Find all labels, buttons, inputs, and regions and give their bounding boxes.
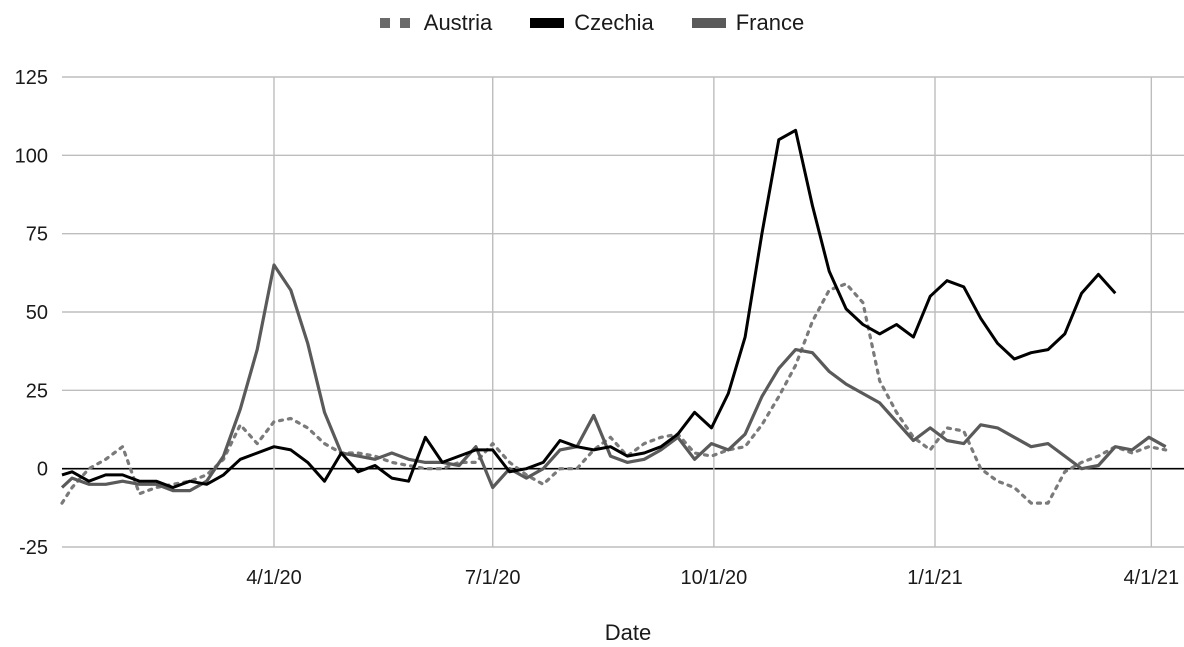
legend-item-france: France xyxy=(691,10,805,36)
x-axis-title: Date xyxy=(605,620,651,645)
x-tick-label: 10/1/20 xyxy=(680,567,747,589)
series-line-czechia xyxy=(61,128,1117,489)
legend: Austria Czechia France xyxy=(0,10,1184,36)
x-tick-label: 4/1/21 xyxy=(1124,567,1180,589)
y-tick-label: 25 xyxy=(26,380,48,402)
legend-item-czechia: Czechia xyxy=(530,10,654,36)
y-tick-label: 75 xyxy=(26,224,48,246)
axis-labels: -25 0 25 50 75 100 125 4/1/20 7/1/20 10/1/20 1/1/2… xyxy=(15,67,1180,589)
series-lines xyxy=(60,128,1168,505)
legend-label-czechia: Czechia xyxy=(574,10,654,35)
legend-swatch-france xyxy=(691,18,726,28)
x-tick-label: 7/1/20 xyxy=(465,567,521,589)
legend-label-france: France xyxy=(735,10,805,35)
y-tick-label: 50 xyxy=(26,302,48,324)
grid xyxy=(62,76,1184,548)
y-tick-label: 0 xyxy=(37,459,48,481)
y-tick-label: -25 xyxy=(19,537,48,559)
legend-swatch-austria xyxy=(379,18,414,28)
series-line-austria xyxy=(60,282,1168,505)
legend-label-austria: Austria xyxy=(423,10,493,35)
x-tick-label: 4/1/20 xyxy=(246,567,302,589)
y-tick-label: 100 xyxy=(15,145,48,167)
series-line-france xyxy=(60,263,1167,493)
legend-item-austria: Austria xyxy=(379,10,493,36)
x-tick-label: 1/1/21 xyxy=(907,567,963,589)
y-tick-label: 125 xyxy=(15,67,48,89)
legend-swatch-czechia xyxy=(530,18,565,28)
